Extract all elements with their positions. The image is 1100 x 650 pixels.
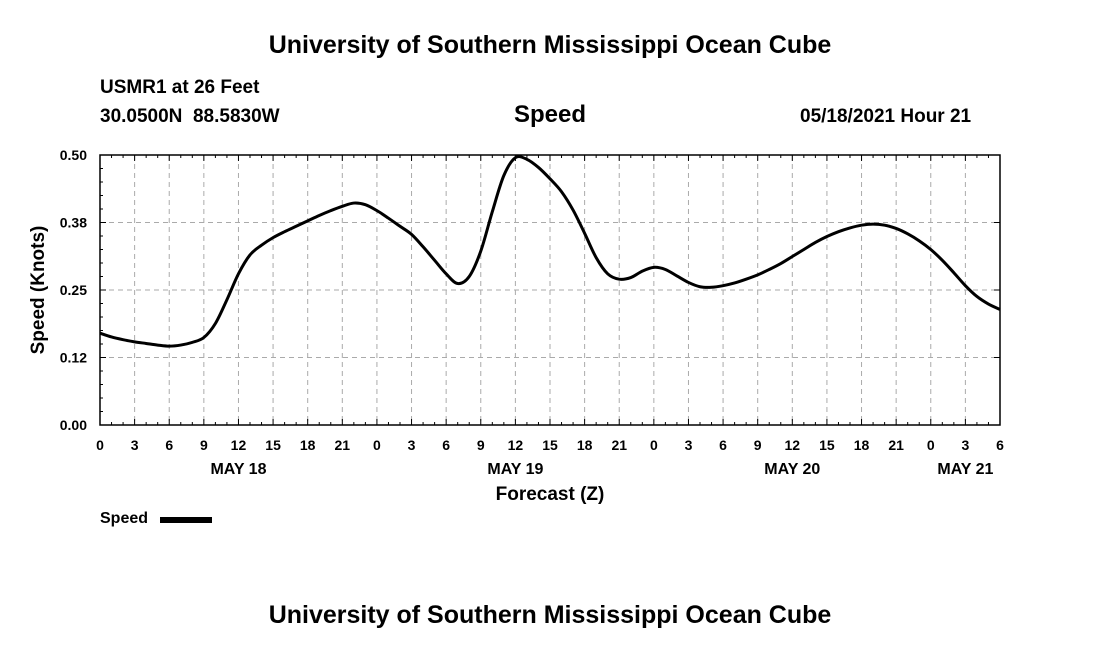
- x-tick-label: 6: [165, 437, 173, 453]
- x-tick-label: 6: [996, 437, 1004, 453]
- x-tick-label: 12: [785, 437, 801, 453]
- y-tick-label: 0.50: [60, 147, 87, 163]
- tick-layer: 0 3 6 9 12 15 18 21 0 3 6 9 12 15 18 21 0 3 6 9 12 15 18 21 0 3 6 0…: [60, 147, 1004, 478]
- y-axis-label: Speed (Knots): [28, 226, 49, 355]
- x-tick-label: 0: [650, 437, 658, 453]
- x-tick-label: 3: [685, 437, 693, 453]
- y-tick-label: 0.12: [60, 350, 87, 366]
- speed-series-line: [99, 155, 1001, 348]
- legend-swatch: [160, 517, 212, 523]
- x-tick-label: 9: [200, 437, 208, 453]
- date-label: MAY 18: [210, 461, 266, 478]
- x-tick-label: 12: [231, 437, 247, 453]
- date-label: MAY 20: [764, 461, 820, 478]
- x-tick-label: 9: [477, 437, 485, 453]
- x-tick-label: 3: [408, 437, 416, 453]
- x-tick-label: 0: [96, 437, 104, 453]
- x-tick-label: 18: [300, 437, 316, 453]
- x-tick-label: 12: [508, 437, 524, 453]
- bottom-title: University of Southern Mississippi Ocean…: [268, 601, 832, 629]
- y-tick-label: 0.38: [60, 215, 87, 231]
- date-label: MAY 21: [937, 461, 993, 478]
- y-tick-label: 0.25: [60, 282, 87, 298]
- x-tick-label: 3: [131, 437, 139, 453]
- x-tick-label: 18: [577, 437, 593, 453]
- plot-frame: [99, 154, 1001, 426]
- top-title: University of Southern Mississippi Ocean…: [268, 31, 832, 59]
- grid-layer: [100, 155, 1000, 425]
- x-tick-label: 21: [611, 437, 627, 453]
- x-tick-label: 6: [442, 437, 450, 453]
- x-tick-label: 15: [819, 437, 835, 453]
- x-tick-label: 3: [961, 437, 969, 453]
- coordinates-label: 30.0500N 88.5830W: [100, 106, 280, 127]
- x-tick-label: 0: [927, 437, 935, 453]
- x-tick-label: 15: [265, 437, 281, 453]
- x-tick-label: 0: [373, 437, 381, 453]
- x-tick-label: 21: [888, 437, 904, 453]
- x-tick-label: 9: [754, 437, 762, 453]
- chart-title: Speed: [513, 101, 587, 128]
- station-label: USMR1 at 26 Feet: [100, 77, 260, 98]
- x-tick-label: 15: [542, 437, 558, 453]
- datetime-label: 05/18/2021 Hour 21: [800, 106, 972, 127]
- x-tick-label: 21: [335, 437, 351, 453]
- legend-label: Speed: [100, 510, 149, 527]
- x-axis-label: Forecast (Z): [496, 484, 605, 505]
- date-label: MAY 19: [487, 461, 543, 478]
- x-tick-label: 18: [854, 437, 870, 453]
- y-tick-label: 0.00: [60, 417, 87, 433]
- x-tick-label: 6: [719, 437, 727, 453]
